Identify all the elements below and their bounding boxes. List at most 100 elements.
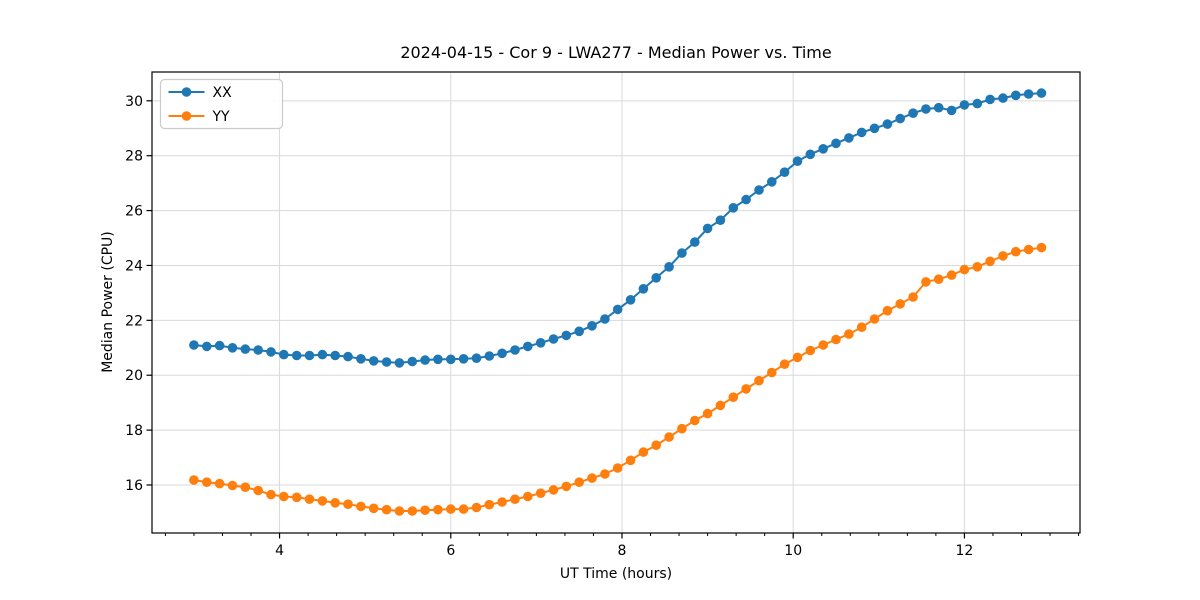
data-point-yy — [266, 489, 276, 500]
data-point-xx — [523, 341, 533, 352]
data-point-yy — [625, 455, 636, 466]
x-tick-label: 4 — [275, 543, 284, 559]
data-point-xx — [484, 351, 495, 361]
data-point-yy — [548, 485, 559, 495]
data-point-yy — [1036, 242, 1047, 253]
data-point-yy — [407, 506, 418, 516]
data-point-xx — [343, 351, 353, 362]
data-point-yy — [202, 477, 212, 488]
x-tick-label: 6 — [446, 543, 455, 559]
legend-entry-xx: XX — [168, 85, 233, 101]
data-point-xx — [767, 177, 777, 187]
y-tick-label: 18 — [125, 423, 143, 439]
data-point-xx — [574, 326, 584, 337]
data-point-xx — [1023, 89, 1034, 99]
data-point-xx — [458, 354, 469, 364]
data-point-xx — [728, 203, 739, 213]
data-point-yy — [728, 392, 739, 403]
data-point-yy — [368, 503, 379, 514]
data-point-yy — [600, 469, 610, 479]
data-series — [189, 88, 1047, 516]
data-point-yy — [895, 299, 905, 309]
data-point-yy — [523, 491, 533, 502]
data-point-yy — [664, 432, 674, 442]
data-point-yy — [240, 482, 251, 493]
data-point-xx — [1036, 88, 1047, 98]
data-point-xx — [356, 354, 366, 364]
data-point-yy — [998, 251, 1008, 261]
data-point-xx — [998, 93, 1008, 103]
data-point-xx — [856, 127, 867, 138]
legend-label: XX — [213, 85, 233, 101]
data-point-yy — [291, 492, 302, 503]
data-point-xx — [715, 215, 726, 225]
data-point-yy — [767, 367, 777, 378]
legend-entry-yy: YY — [168, 109, 231, 125]
axes-spines — [151, 71, 1081, 534]
data-point-yy — [433, 504, 443, 515]
data-point-xx — [792, 156, 803, 166]
data-point-yy — [856, 322, 867, 333]
data-point-xx — [946, 105, 957, 116]
y-tick-label: 30 — [125, 94, 143, 110]
data-point-xx — [561, 330, 572, 341]
chart-title: 2024-04-15 - Cor 9 - LWA277 - Median Pow… — [400, 43, 831, 62]
data-point-yy — [253, 485, 263, 496]
legend-marker-sample — [181, 111, 192, 121]
data-point-yy — [587, 473, 597, 483]
data-point-xx — [612, 304, 623, 315]
data-point-xx — [677, 248, 687, 258]
data-point-yy — [779, 359, 790, 370]
data-point-yy — [510, 494, 520, 505]
data-point-yy — [1011, 246, 1021, 257]
data-point-yy — [356, 501, 366, 512]
plot-area — [152, 72, 1080, 533]
data-point-yy — [985, 256, 995, 267]
data-point-xx — [433, 354, 443, 365]
data-point-xx — [497, 348, 507, 359]
data-point-yy — [638, 447, 649, 457]
legend-label: YY — [212, 109, 231, 125]
data-point-xx — [1011, 90, 1021, 101]
data-point-yy — [831, 334, 841, 345]
data-point-xx — [882, 119, 893, 129]
data-point-xx — [869, 123, 880, 134]
data-point-yy — [933, 274, 944, 285]
data-point-xx — [985, 94, 995, 105]
x-tick-label: 10 — [784, 543, 802, 559]
data-point-yy — [869, 314, 880, 324]
data-point-xx — [202, 341, 212, 352]
data-point-xx — [548, 334, 559, 344]
data-point-yy — [754, 375, 764, 386]
data-point-xx — [933, 102, 944, 113]
data-point-yy — [908, 292, 918, 302]
x-tick-label: 8 — [618, 543, 627, 559]
y-tick-label: 22 — [125, 313, 143, 329]
data-point-xx — [702, 223, 713, 234]
x-axis-label: UT Time (hours) — [560, 566, 672, 582]
data-point-yy — [702, 408, 713, 419]
data-point-yy — [330, 498, 341, 508]
grid-lines — [152, 72, 1080, 533]
data-point-xx — [471, 353, 482, 364]
data-point-xx — [638, 284, 649, 294]
y-tick-label: 28 — [125, 149, 143, 165]
data-point-xx — [741, 194, 751, 205]
data-point-yy — [279, 491, 289, 502]
data-point-xx — [895, 113, 905, 124]
data-point-yy — [1023, 244, 1034, 255]
data-point-yy — [844, 329, 854, 339]
data-point-xx — [240, 344, 251, 354]
data-point-xx — [600, 314, 610, 324]
data-point-yy — [420, 505, 430, 515]
data-point-yy — [818, 340, 828, 350]
data-point-xx — [266, 347, 276, 357]
data-point-yy — [561, 481, 572, 492]
data-point-xx — [279, 349, 289, 360]
data-point-xx — [394, 358, 405, 368]
data-point-xx — [253, 345, 263, 355]
data-point-xx — [535, 338, 546, 348]
data-point-yy — [214, 478, 225, 489]
